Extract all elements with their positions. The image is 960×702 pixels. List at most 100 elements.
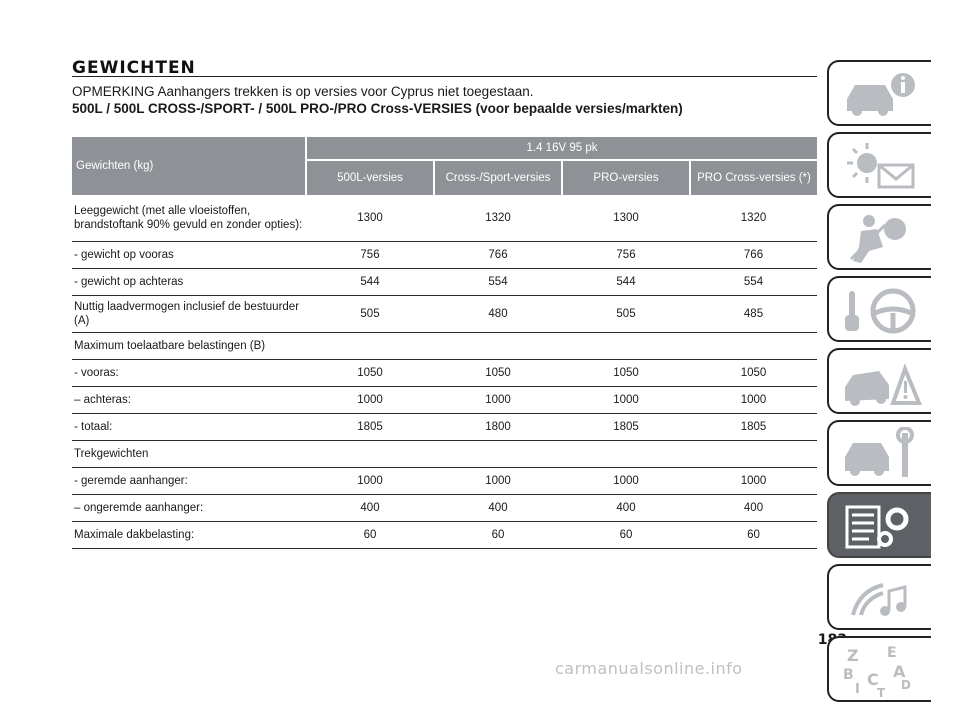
cell-value: 544 bbox=[306, 268, 434, 296]
row-label: - totaal: bbox=[72, 413, 306, 441]
airbag-safety-icon bbox=[849, 215, 906, 263]
cell-value: 60 bbox=[562, 521, 690, 549]
cell-value: 1050 bbox=[434, 359, 562, 387]
tab-car-info[interactable] bbox=[827, 60, 931, 126]
car-info-icon bbox=[847, 73, 915, 116]
row-label: – achteras: bbox=[72, 386, 306, 414]
cell-value: 60 bbox=[434, 521, 562, 549]
cell-value: 1000 bbox=[690, 386, 817, 414]
cell-value bbox=[434, 440, 562, 468]
cell-value: 1050 bbox=[306, 359, 434, 387]
table-row: – achteras: 1000 1000 1000 1000 bbox=[72, 386, 817, 414]
cell-value: 1805 bbox=[306, 413, 434, 441]
car-maintenance-icon bbox=[845, 427, 914, 477]
cell-value: 1000 bbox=[306, 386, 434, 414]
table-row: - gewicht op vooras 756 766 756 766 bbox=[72, 241, 817, 269]
tab-multimedia[interactable] bbox=[827, 564, 931, 630]
row-label: - geremde aanhanger: bbox=[72, 467, 306, 495]
table-row: - totaal: 1805 1800 1805 1805 bbox=[72, 413, 817, 441]
table-row: Leeggewicht (met alle vloeistoffen, bran… bbox=[72, 195, 817, 242]
cell-value bbox=[306, 440, 434, 468]
index-letter: B bbox=[843, 667, 854, 683]
cell-value: 505 bbox=[562, 295, 690, 333]
cell-value: 1805 bbox=[690, 413, 817, 441]
row-label: Maximum toelaatbare belastingen (B) bbox=[72, 332, 306, 360]
table-row: Trekgewichten bbox=[72, 440, 817, 468]
row-label: Trekgewichten bbox=[72, 440, 306, 468]
table-row: - vooras: 1050 1050 1050 1050 bbox=[72, 359, 817, 387]
title-divider bbox=[72, 76, 817, 77]
note-text: OPMERKING Aanhangers trekken is op versi… bbox=[72, 84, 534, 99]
car-emergency-icon bbox=[845, 363, 922, 406]
index-letter: A bbox=[893, 662, 906, 681]
table-row: – ongeremde aanhanger: 400 400 400 400 bbox=[72, 494, 817, 522]
cell-value: 1300 bbox=[306, 195, 434, 242]
cell-value: 1320 bbox=[434, 195, 562, 242]
warning-lights-icon bbox=[847, 143, 915, 189]
steering-wheel-start-icon bbox=[845, 288, 916, 334]
column-header: 500L-versies bbox=[306, 160, 434, 195]
column-header: PRO Cross-versies (*) bbox=[689, 160, 817, 195]
cell-value: 1000 bbox=[434, 467, 562, 495]
tab-starting-driving[interactable] bbox=[827, 276, 931, 342]
cell-value: 400 bbox=[434, 494, 562, 522]
cell-value: 485 bbox=[690, 295, 817, 333]
index-letter: D bbox=[901, 678, 911, 692]
tab-maintenance[interactable] bbox=[827, 420, 931, 486]
cell-value: 1000 bbox=[562, 386, 690, 414]
technical-data-icon bbox=[845, 505, 909, 549]
tab-index[interactable]: Z E B A C D I T bbox=[827, 636, 931, 702]
cell-value: 400 bbox=[690, 494, 817, 522]
cell-value: 400 bbox=[562, 494, 690, 522]
cell-value: 400 bbox=[306, 494, 434, 522]
column-header: PRO-versies bbox=[561, 160, 690, 195]
cell-value: 1050 bbox=[562, 359, 690, 387]
cell-value: 1050 bbox=[690, 359, 817, 387]
watermark: carmanualsonline.info bbox=[555, 659, 743, 678]
row-label: – ongeremde aanhanger: bbox=[72, 494, 306, 522]
cell-value: 544 bbox=[562, 268, 690, 296]
index-letter: C bbox=[867, 670, 879, 689]
table-row: Maximale dakbelasting: 60 60 60 60 bbox=[72, 521, 817, 549]
column-header: Cross-/Sport-versies bbox=[433, 160, 562, 195]
cell-value: 1300 bbox=[562, 195, 690, 242]
engine-header: 1.4 16V 95 pk bbox=[306, 137, 817, 161]
cell-value: 1000 bbox=[562, 467, 690, 495]
tab-emergency[interactable] bbox=[827, 348, 931, 414]
cell-value: 554 bbox=[434, 268, 562, 296]
table-header-label: Gewichten (kg) bbox=[72, 137, 307, 195]
cell-value bbox=[690, 440, 817, 468]
cell-value bbox=[690, 332, 817, 360]
cell-value: 60 bbox=[690, 521, 817, 549]
table-row: - gewicht op achteras 544 554 544 554 bbox=[72, 268, 817, 296]
row-label: - gewicht op achteras bbox=[72, 268, 306, 296]
index-letter: I bbox=[855, 682, 860, 697]
table-row: Maximum toelaatbare belastingen (B) bbox=[72, 332, 817, 360]
cell-value: 756 bbox=[562, 241, 690, 269]
cell-value bbox=[562, 332, 690, 360]
row-label: - gewicht op vooras bbox=[72, 241, 306, 269]
cell-value: 1320 bbox=[690, 195, 817, 242]
cell-value: 554 bbox=[690, 268, 817, 296]
index-letter: E bbox=[887, 645, 897, 661]
tab-warning-lights[interactable] bbox=[827, 132, 931, 198]
cell-value: 1000 bbox=[434, 386, 562, 414]
cell-value: 756 bbox=[306, 241, 434, 269]
cell-value: 480 bbox=[434, 295, 562, 333]
cell-value: 1000 bbox=[690, 467, 817, 495]
weights-table: Gewichten (kg) 1.4 16V 95 pk 500L-versie… bbox=[72, 137, 817, 549]
table-row: - geremde aanhanger: 1000 1000 1000 1000 bbox=[72, 467, 817, 495]
tab-safety[interactable] bbox=[827, 204, 931, 270]
index-letter: T bbox=[877, 686, 886, 699]
section-title: GEWICHTEN bbox=[72, 58, 196, 78]
subtitle: 500L / 500L CROSS-/SPORT- / 500L PRO-/PR… bbox=[72, 101, 683, 116]
cell-value bbox=[306, 332, 434, 360]
cell-value bbox=[562, 440, 690, 468]
multimedia-icon bbox=[851, 583, 907, 616]
cell-value bbox=[434, 332, 562, 360]
row-label: Leeggewicht (met alle vloeistoffen, bran… bbox=[72, 195, 306, 242]
tab-technical-data[interactable] bbox=[827, 492, 931, 558]
table-row: Nuttig laadvermogen inclusief de bestuur… bbox=[72, 295, 817, 333]
alphabetical-index-icon: Z E B A C D I T bbox=[843, 645, 911, 699]
cell-value: 1800 bbox=[434, 413, 562, 441]
